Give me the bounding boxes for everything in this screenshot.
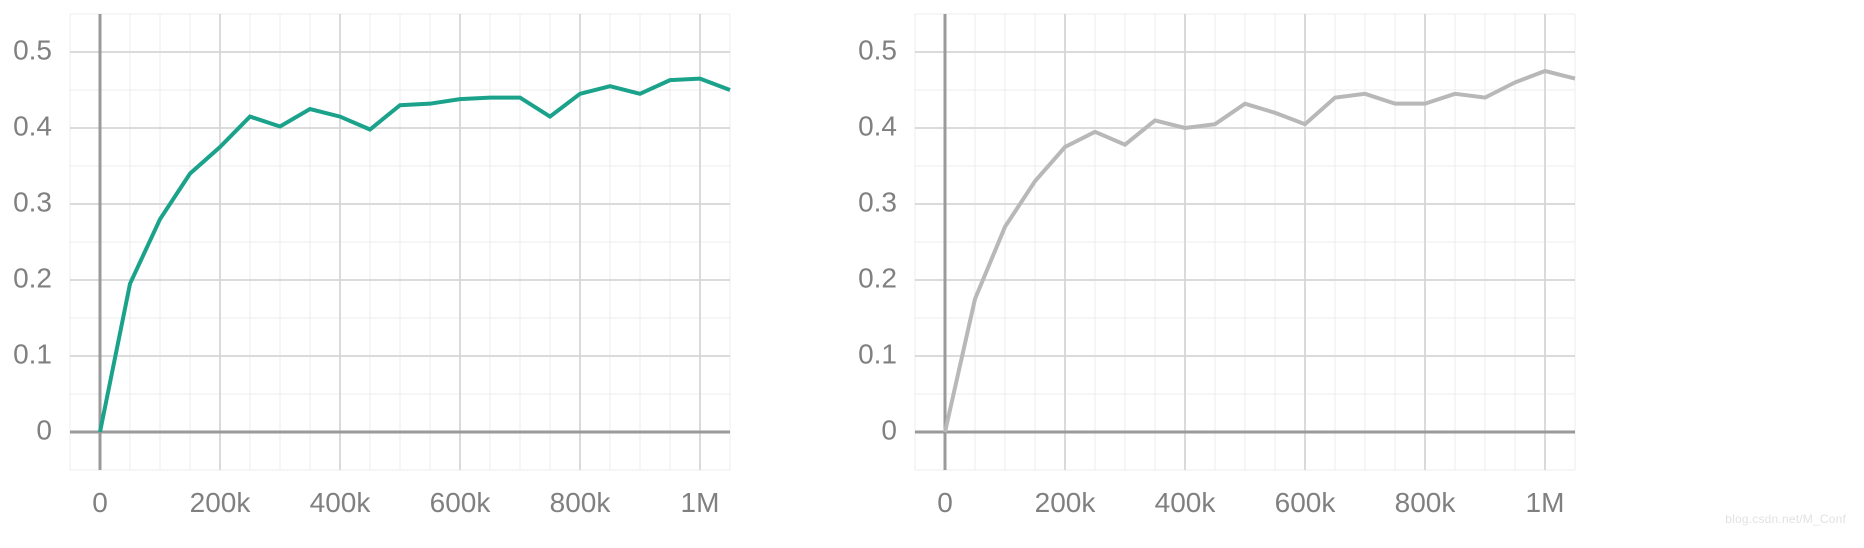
y-tick-label: 0.2 [858,262,897,293]
y-tick-label: 0.1 [858,338,897,369]
x-tick-label: 400k [310,487,372,518]
chart-left: 0 0.1 0.2 0.3 0.4 0.5 0 200k 400k 600k 800k 1M [0,0,760,548]
y-tick-label: 0.4 [13,110,52,141]
chart-right: 0 0.1 0.2 0.3 0.4 0.5 0 200k 400k 600k 800k 1M [845,0,1605,548]
x-tick-label: 600k [1275,487,1337,518]
y-tick-label: 0.4 [858,110,897,141]
charts-panel: 0 0.1 0.2 0.3 0.4 0.5 0 200k 400k 600k 800k 1M 0 0.1… [0,0,1864,548]
x-tick-label: 1M [1526,487,1565,518]
y-tick-label: 0.5 [13,34,52,65]
y-tick-label: 0.1 [13,338,52,369]
y-tick-label: 0.5 [858,34,897,65]
x-tick-label: 400k [1155,487,1217,518]
y-tick-label: 0 [881,414,897,445]
x-tick-label: 200k [190,487,252,518]
x-tick-label: 0 [92,487,108,518]
x-tick-label: 1M [681,487,720,518]
watermark-text: blog.csdn.net/M_Conf [1725,512,1846,526]
chart-left-wrap: 0 0.1 0.2 0.3 0.4 0.5 0 200k 400k 600k 800k 1M [0,0,760,548]
x-tick-label: 800k [550,487,612,518]
x-tick-label: 200k [1035,487,1097,518]
x-tick-label: 0 [937,487,953,518]
x-tick-label: 600k [430,487,492,518]
y-tick-label: 0.3 [13,186,52,217]
x-tick-label: 800k [1395,487,1457,518]
y-tick-label: 0.3 [858,186,897,217]
y-tick-label: 0.2 [13,262,52,293]
chart-right-wrap: 0 0.1 0.2 0.3 0.4 0.5 0 200k 400k 600k 800k 1M [845,0,1605,548]
y-tick-label: 0 [36,414,52,445]
